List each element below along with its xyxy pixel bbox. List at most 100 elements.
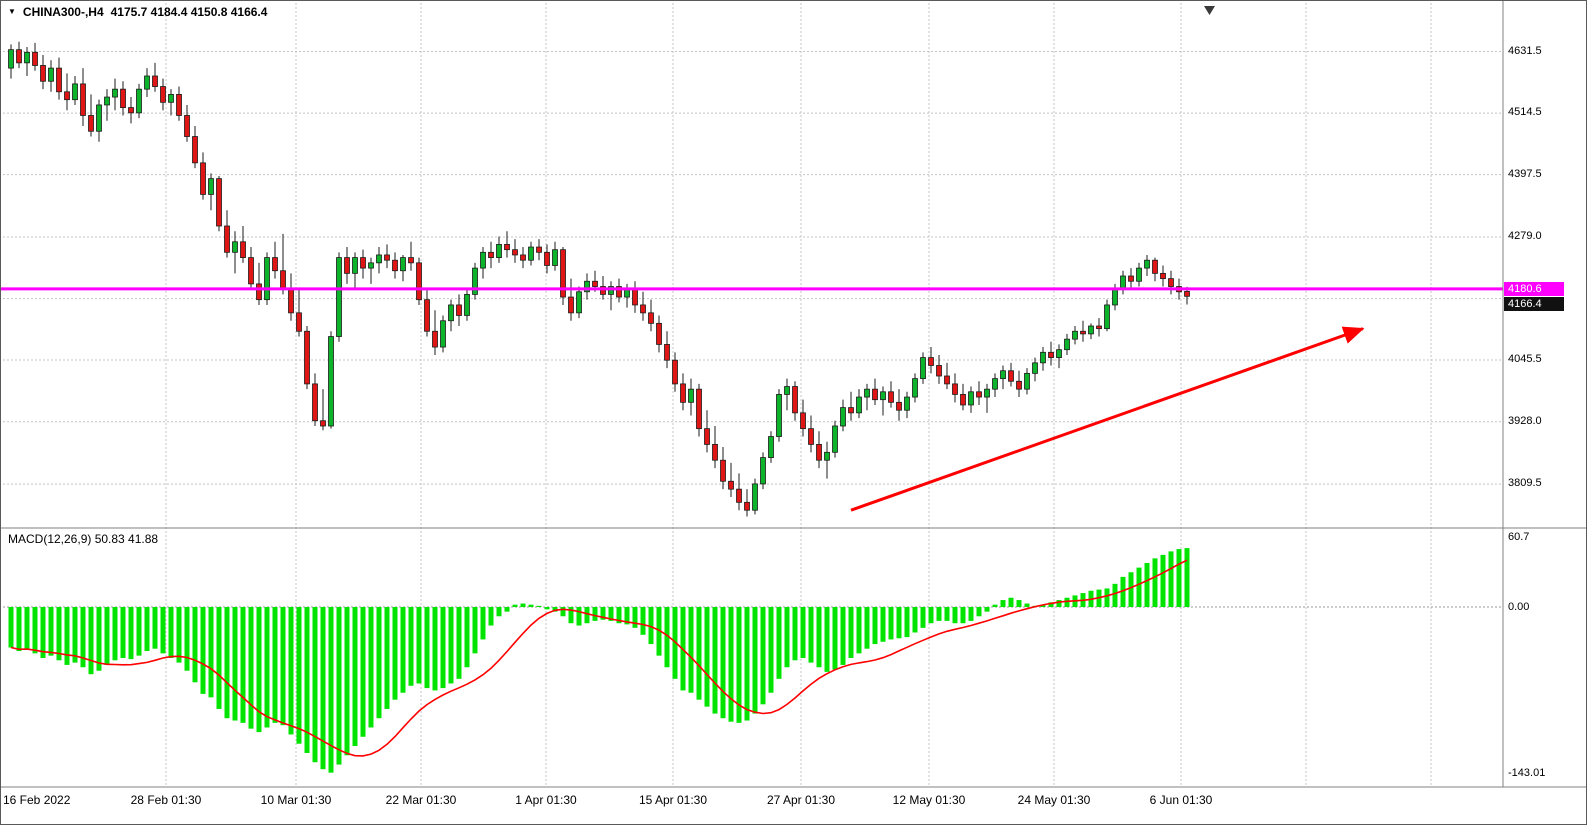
macd-histogram-bar [1120,576,1126,607]
macd-histogram-bar [464,607,470,668]
candle-bearish [1184,291,1190,297]
candle-bullish [144,75,150,90]
candle-bearish [544,251,550,266]
macd-histogram-bar [944,607,950,621]
macd-histogram-bar [608,607,614,621]
candle-bullish [1136,267,1142,282]
macd-histogram-bar [736,607,742,723]
macd-histogram-bar [184,607,190,671]
candle-bearish [320,420,326,427]
candle-bullish [376,254,382,264]
candle-bearish [632,288,638,306]
macd-histogram-bar [1048,602,1054,607]
candle-bearish [648,312,654,324]
candle-bearish [816,444,822,461]
candle-bearish [40,65,46,82]
candle-bullish [760,457,766,485]
macd-histogram-bar [872,607,878,645]
candle-bullish [1112,288,1118,306]
candle-bullish [784,386,790,395]
macd-histogram-bar [336,607,342,765]
candle-bullish [1088,325,1094,335]
symbol-title: ▼ CHINA300-,H4 4175.7 4184.4 4150.8 4166… [8,5,267,19]
candle-bearish [408,257,414,264]
macd-histogram-bar [864,607,870,649]
macd-histogram-bar [1136,567,1142,607]
macd-histogram-bar [792,607,798,661]
macd-histogram-bar [232,607,238,721]
chart-shift-marker[interactable] [1204,6,1215,15]
candle-bearish [456,304,462,316]
candle-bullish [336,257,342,337]
candle-bearish [616,286,622,298]
trend-arrow[interactable] [850,326,1365,512]
candle-bullish [448,304,454,322]
macd-histogram-bar [136,607,142,656]
macd-histogram-bar [248,607,254,729]
macd-histogram-bar [264,607,270,728]
macd-histogram-bar [592,607,598,621]
macd-histogram-bar [72,607,78,663]
macd-histogram-bar [120,607,126,658]
candle-bearish [1048,351,1054,358]
macd-histogram-bar [640,607,646,635]
macd-histogram-bar [704,607,710,707]
candle-bullish [24,51,30,64]
candle-bullish [168,94,174,103]
macd-histogram-bar [952,607,958,624]
macd-histogram-bar [1104,588,1110,607]
candle-bullish [752,483,758,511]
macd-histogram-bar [352,607,358,747]
candle-bullish [968,391,974,406]
macd-histogram-bar [904,607,910,638]
candle-bullish [1120,275,1126,290]
candle-bearish [192,136,198,164]
macd-histogram-bar [840,607,846,665]
macd-histogram-bar [712,607,718,714]
macd-histogram-bar [536,605,542,607]
candle-bullish [368,262,374,269]
candle-bullish [552,249,558,266]
candle-bearish [360,257,366,269]
macd-histogram-bar [720,607,726,719]
macd-histogram-bar [632,607,638,628]
candle-bullish [904,396,910,411]
macd-histogram-bar [1144,562,1150,607]
macd-histogram-bar [768,607,774,693]
candle-bullish [48,67,54,82]
macd-histogram-bar [552,607,558,612]
candle-bullish [912,378,918,398]
macd-histogram-bar [800,607,806,658]
candle-bullish [440,320,446,348]
candle-bearish [224,225,230,253]
candle-bullish [1024,372,1030,390]
macd-histogram-bar [976,607,982,617]
macd-histogram-bar [912,607,918,633]
macd-histogram-bar [496,607,502,617]
hline-price-badge: 4180.6 [1504,281,1564,296]
macd-histogram-bar [272,607,278,723]
candle-bearish [896,401,902,411]
macd-histogram-bar [168,607,174,658]
macd-histogram-bar [360,607,366,737]
candle-bearish [1152,259,1158,274]
macd-histogram-bar [224,607,230,719]
macd-histogram-bar [504,607,510,612]
candle-bearish [656,322,662,345]
macd-histogram-bar [440,607,446,689]
macd-histogram-bar [1168,551,1174,607]
candle-bearish [592,280,598,287]
candle-bearish [184,115,190,137]
candle-bearish [200,162,206,195]
candle-bearish [1128,275,1134,282]
macd-histogram-bar [424,607,430,689]
macd-histogram-bar [1160,554,1166,607]
candle-bearish [944,375,950,385]
candle-bullish [1072,330,1078,340]
macd-histogram-bar [392,607,398,700]
macd-histogram-bar [568,607,574,624]
candle-bullish [472,267,478,295]
macd-histogram-bar [664,607,670,668]
macd-indicator-label: MACD(12,26,9) 50.83 41.88 [8,532,159,546]
